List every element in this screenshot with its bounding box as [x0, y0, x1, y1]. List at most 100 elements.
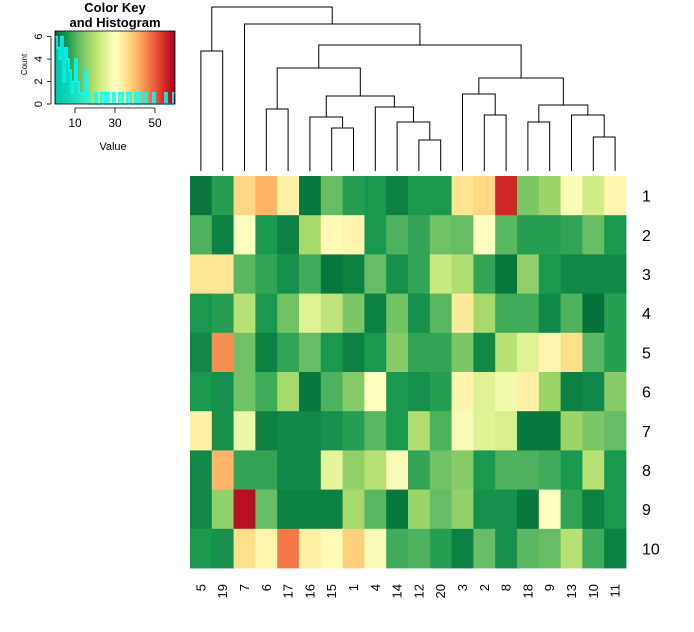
heatmap-cell — [604, 450, 627, 490]
dendrogram-link — [276, 67, 361, 109]
heatmap-cell — [233, 254, 256, 294]
column-label: 12 — [411, 584, 426, 598]
dendrogram-link — [418, 139, 442, 171]
heatmap-cell — [190, 176, 213, 216]
heatmap-cell — [190, 411, 213, 451]
heatmap-cell — [299, 332, 322, 373]
heatmap-cell — [233, 372, 256, 412]
dendrogram-link — [478, 77, 564, 105]
heatmap-cell — [451, 332, 474, 373]
heatmap-cell — [451, 254, 474, 294]
heatmap-cell — [408, 489, 431, 530]
column-label: 5 — [193, 584, 208, 591]
column-label: 14 — [390, 584, 405, 598]
heatmap-cell — [538, 215, 561, 255]
heatmap-cell — [277, 332, 300, 373]
heatmap-cell — [320, 489, 343, 530]
heatmap-cell — [560, 254, 583, 294]
heatmap-cell — [299, 450, 322, 490]
heatmap-cell — [538, 332, 561, 373]
color-key-title: Color Key — [84, 0, 146, 15]
heatmap-cell — [473, 411, 496, 451]
heatmap-cell — [342, 372, 365, 412]
column-label: 19 — [215, 584, 230, 598]
heatmap-cell — [560, 215, 583, 255]
heatmap-cell — [408, 254, 431, 294]
heatmap-cell — [495, 254, 518, 294]
heatmap-cell — [364, 450, 387, 490]
color-key-y-tick-label: 2 — [33, 78, 45, 84]
heatmap-cell — [408, 411, 431, 451]
heatmap-cell — [233, 528, 256, 569]
heatmap-cell — [517, 450, 540, 490]
heatmap-cell — [517, 215, 540, 255]
heatmap-cell — [386, 411, 409, 451]
heatmap-cell — [233, 489, 256, 530]
column-label: 1 — [346, 584, 361, 591]
heatmap-cell — [473, 450, 496, 490]
heatmap-cell — [255, 176, 278, 216]
heatmap-cell — [233, 176, 256, 216]
heatmap-cell — [473, 254, 496, 294]
heatmap-cell — [604, 215, 627, 255]
heatmap-cell — [604, 176, 627, 216]
color-key-y-tick-label: 4 — [33, 56, 45, 62]
heatmap-cell — [299, 254, 322, 294]
heatmap-cell — [429, 528, 452, 569]
dendrogram-link — [483, 114, 507, 171]
heatmap-cell — [495, 372, 518, 412]
heatmap-cell — [190, 528, 213, 569]
heatmap-cell — [299, 176, 322, 216]
heatmap-cell — [277, 254, 300, 294]
heatmap-cell — [517, 489, 540, 530]
heatmap-cell — [408, 293, 431, 334]
dendrogram-link — [592, 136, 616, 171]
heatmap-cell — [277, 450, 300, 490]
heatmap-cell — [364, 528, 387, 569]
heatmap-cell — [495, 528, 518, 569]
heatmap-cell — [560, 489, 583, 530]
dendrogram-link — [374, 106, 414, 171]
heatmap-cell — [560, 372, 583, 412]
heatmap-cell — [538, 293, 561, 334]
heatmap-cell — [495, 450, 518, 490]
column-label: 3 — [455, 584, 470, 591]
heatmap-cell — [233, 332, 256, 373]
heatmap-cell — [320, 450, 343, 490]
heatmap-cell — [408, 176, 431, 216]
heatmap-cell — [451, 489, 474, 530]
column-label: 17 — [281, 584, 296, 598]
heatmap-cell — [538, 411, 561, 451]
column-label: 13 — [564, 584, 579, 598]
heatmap-cell — [255, 489, 278, 530]
heatmap-cell — [211, 254, 234, 294]
heatmap-cells — [190, 176, 627, 569]
column-label: 11 — [608, 584, 623, 598]
heatmap-cell — [255, 411, 278, 451]
heatmap-cell — [473, 332, 496, 373]
heatmap-cell — [386, 528, 409, 569]
heatmap-cell — [604, 254, 627, 294]
heatmap-cell — [320, 215, 343, 255]
dendrogram-link — [571, 114, 605, 171]
heatmap-cell — [451, 176, 474, 216]
heatmap-cell — [255, 372, 278, 412]
column-label: 6 — [259, 584, 274, 591]
heatmap-cell — [277, 489, 300, 530]
heatmap-cell — [582, 489, 605, 530]
heatmap-cell — [429, 411, 452, 451]
heatmap-cell — [408, 450, 431, 490]
heatmap-cell — [342, 254, 365, 294]
heatmap-cell — [408, 372, 431, 412]
heatmap-cell — [364, 372, 387, 412]
heatmap-cell — [277, 176, 300, 216]
heatmap-cell — [408, 528, 431, 569]
heatmap-cell — [364, 411, 387, 451]
dendrogram-link — [396, 121, 431, 171]
column-label: 15 — [324, 584, 339, 598]
heatmap-cell — [473, 528, 496, 569]
heatmap-cell — [190, 254, 213, 294]
heatmap-cell — [538, 528, 561, 569]
heatmap-cell — [538, 450, 561, 490]
heatmap-cell — [211, 372, 234, 412]
